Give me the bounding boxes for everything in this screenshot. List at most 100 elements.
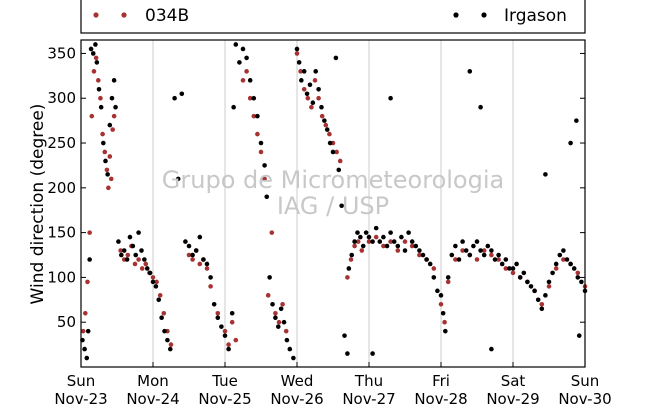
data-point-irgason — [349, 252, 355, 258]
data-point-irgason — [395, 243, 401, 249]
data-point-irgason — [574, 118, 579, 123]
data-point-irgason — [388, 230, 393, 235]
data-point-034b — [269, 230, 275, 235]
data-point-034b — [301, 86, 307, 92]
data-point-irgason — [179, 91, 185, 97]
data-point-irgason — [237, 60, 242, 65]
data-point-irgason — [413, 243, 419, 249]
data-point-034b — [106, 185, 111, 191]
data-point-irgason — [197, 234, 203, 240]
data-point-irgason — [550, 270, 555, 276]
data-point-irgason — [345, 351, 350, 356]
data-point-034b — [395, 248, 401, 253]
data-point-irgason — [366, 234, 372, 240]
data-point-irgason — [105, 172, 110, 177]
data-point-034b — [215, 310, 221, 316]
data-point-irgason — [147, 270, 153, 276]
data-point-irgason — [463, 248, 469, 253]
watermark: Grupo de Micrometeorologia IAG / USP — [162, 166, 504, 220]
data-point-irgason — [546, 279, 552, 285]
data-point-irgason — [532, 288, 537, 294]
data-point-034b — [496, 257, 501, 262]
data-point-irgason — [449, 252, 455, 258]
data-point-034b — [161, 310, 167, 316]
data-point-034b — [539, 301, 545, 307]
data-point-irgason — [94, 60, 100, 65]
legend-marker-034b-1 — [93, 12, 99, 18]
data-point-irgason — [226, 346, 231, 352]
data-point-irgason — [175, 176, 181, 182]
data-point-irgason — [453, 243, 458, 249]
data-point-034b — [489, 252, 494, 258]
data-point-irgason — [275, 324, 281, 329]
data-point-irgason — [167, 346, 173, 352]
legend-box — [80, 0, 586, 34]
data-point-irgason — [521, 270, 527, 276]
data-point-034b — [139, 266, 145, 271]
data-point-irgason — [427, 261, 433, 267]
data-point-irgason — [316, 86, 321, 92]
data-point-irgason — [381, 234, 386, 240]
data-point-irgason — [258, 140, 264, 146]
data-point-irgason — [244, 55, 249, 61]
data-point-irgason — [101, 140, 106, 146]
data-point-034b — [244, 69, 249, 74]
data-point-034b — [359, 248, 365, 253]
data-point-034b — [108, 176, 114, 182]
data-point-irgason — [219, 324, 224, 329]
data-point-034b — [95, 78, 101, 83]
data-point-034b — [258, 149, 264, 155]
data-point-034b — [229, 319, 235, 325]
data-point-irgason — [525, 279, 530, 285]
data-point-irgason — [339, 203, 344, 209]
data-point-034b — [233, 337, 239, 343]
data-point-irgason — [417, 248, 422, 253]
data-point-irgason — [109, 95, 115, 101]
x-tick-label-date: Nov-29 — [486, 390, 539, 408]
data-point-irgason — [310, 100, 316, 106]
data-point-irgason — [363, 230, 369, 235]
y-tick-label: 250 — [47, 134, 76, 152]
data-point-irgason — [492, 257, 498, 262]
data-point-irgason — [93, 42, 98, 47]
data-point-034b — [262, 176, 267, 182]
data-point-irgason — [299, 78, 304, 83]
data-point-034b — [240, 78, 246, 83]
data-point-irgason — [370, 239, 375, 244]
plot-frame — [80, 39, 586, 368]
data-point-034b — [91, 69, 97, 74]
data-point-irgason — [358, 234, 363, 240]
data-point-irgason — [211, 301, 217, 307]
data-point-034b — [334, 149, 339, 155]
data-point-irgason — [96, 86, 102, 92]
data-point-irgason — [113, 104, 118, 110]
x-tick-label-day: Thu — [354, 372, 383, 390]
data-point-034b — [445, 279, 451, 285]
data-point-irgason — [159, 315, 164, 321]
data-point-irgason — [133, 252, 139, 258]
data-point-034b — [309, 104, 314, 110]
series-irgason — [80, 42, 588, 361]
data-point-034b — [283, 328, 289, 334]
data-point-034b — [373, 234, 379, 240]
data-point-034b — [276, 319, 282, 325]
data-point-034b — [85, 279, 90, 285]
watermark-line-1: Grupo de Micrometeorologia — [162, 166, 504, 194]
data-point-irgason — [87, 257, 92, 262]
data-point-irgason — [183, 239, 188, 244]
data-point-034b — [481, 248, 487, 253]
data-point-034b — [323, 122, 329, 128]
data-point-034b — [83, 310, 88, 316]
data-point-irgason — [294, 46, 300, 52]
data-point-irgason — [557, 252, 563, 258]
data-point-irgason — [172, 95, 177, 101]
data-point-irgason — [431, 275, 437, 280]
data-point-irgason — [568, 261, 573, 267]
data-point-irgason — [440, 310, 446, 316]
data-point-034b — [460, 248, 465, 253]
x-tick-label-date: Nov-28 — [414, 390, 467, 408]
x-tick-label-date: Nov-27 — [342, 390, 395, 408]
data-point-irgason — [402, 248, 408, 253]
data-point-irgason — [270, 301, 275, 307]
data-point-034b — [222, 328, 228, 334]
